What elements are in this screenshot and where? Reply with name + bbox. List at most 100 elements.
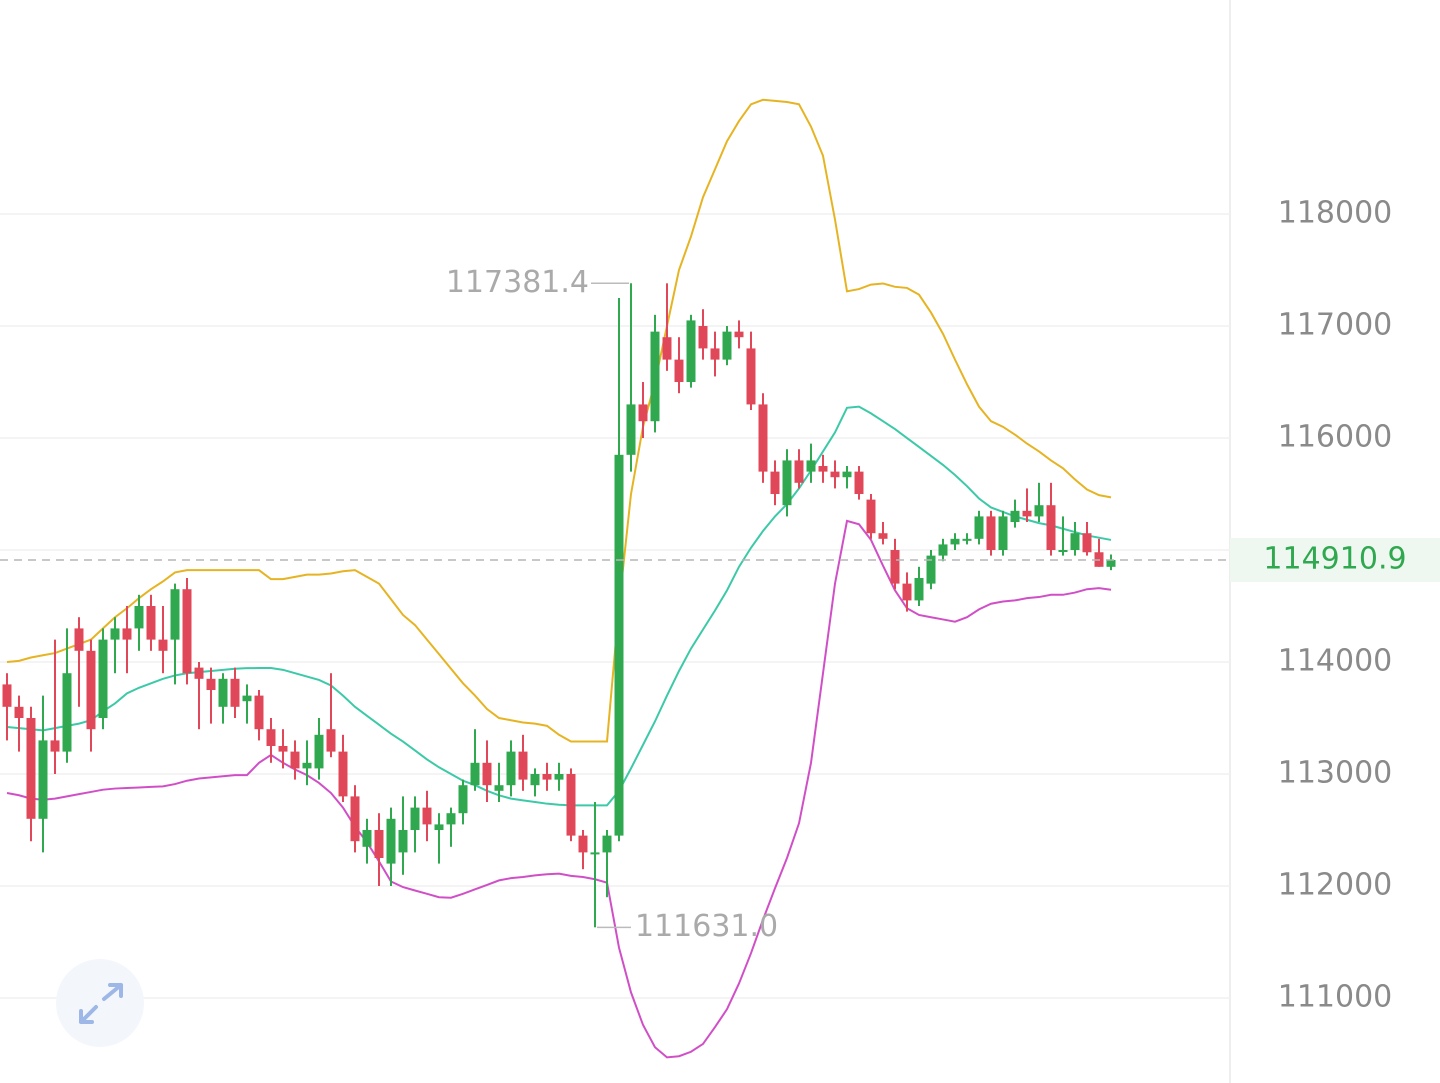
candle-body — [1022, 510, 1032, 517]
candle-body — [14, 706, 24, 719]
candle-body — [974, 516, 984, 539]
candle-body — [686, 320, 696, 383]
candle-body — [806, 460, 816, 472]
candle-body — [494, 785, 504, 791]
candle-body — [590, 852, 600, 855]
candle-body — [458, 785, 468, 814]
candle-body — [746, 348, 756, 405]
candle-body — [302, 762, 312, 769]
candle-body — [734, 331, 744, 338]
candle-body — [278, 746, 288, 752]
candle-body — [98, 639, 108, 719]
expand-icon[interactable] — [79, 983, 123, 1024]
candle-body — [254, 695, 264, 730]
candle-body — [158, 639, 168, 651]
candle-body — [374, 830, 384, 859]
candle-body — [722, 331, 732, 360]
candle-body — [206, 678, 216, 691]
candle-body — [434, 824, 444, 831]
candle-body — [914, 578, 924, 601]
y-tick-label: 112000 — [1278, 867, 1393, 902]
last-price-label: 114910.9 — [1263, 541, 1406, 576]
candle-body — [950, 538, 960, 545]
candle-body — [650, 331, 660, 422]
candle-body — [986, 516, 996, 551]
candle-body — [818, 466, 828, 472]
candle-body — [1010, 510, 1020, 523]
candle-body — [242, 695, 252, 702]
candle-body — [386, 818, 396, 864]
candle-body — [758, 404, 768, 472]
candle-body — [566, 774, 576, 836]
candle-body — [314, 734, 324, 769]
candle-body — [230, 678, 240, 707]
candle-body — [530, 774, 540, 786]
y-tick-label: 114000 — [1278, 644, 1393, 679]
candle-body — [1046, 505, 1056, 551]
candle-body — [542, 774, 552, 780]
candle-body — [770, 471, 780, 495]
candle-body — [866, 499, 876, 534]
candle-body — [290, 751, 300, 769]
candle-body — [1082, 533, 1092, 553]
candle-body — [794, 460, 804, 483]
candle-body — [86, 650, 96, 730]
candle-body — [50, 740, 60, 752]
overlay: 117381.4 111631.0 114910.9 — [0, 265, 1440, 944]
candle-body — [326, 729, 336, 752]
y-tick-label: 117000 — [1278, 308, 1393, 343]
candle-body — [194, 667, 204, 679]
candle-body — [614, 454, 624, 836]
candle-body — [362, 830, 372, 847]
candle-body — [674, 359, 684, 383]
candle-body — [902, 583, 912, 601]
candle-body — [482, 762, 492, 786]
expand-button[interactable] — [56, 959, 144, 1047]
candle-body — [1070, 533, 1080, 551]
candle-body — [698, 326, 708, 349]
candle-body — [1034, 505, 1044, 517]
candle-body — [218, 678, 228, 707]
candle-body — [266, 729, 276, 747]
candle-body — [38, 740, 48, 819]
y-tick-label: 113000 — [1278, 756, 1393, 791]
y-tick-label: 116000 — [1278, 420, 1393, 455]
candle-body — [134, 606, 144, 629]
candle-body — [518, 751, 528, 780]
candle-body — [74, 628, 84, 651]
candle-body — [938, 544, 948, 556]
y-tick-label: 111000 — [1278, 979, 1393, 1014]
candle-body — [626, 404, 636, 455]
candle-body — [506, 751, 516, 786]
candle-body — [1106, 559, 1116, 567]
candle-body — [998, 516, 1008, 551]
candle-body — [638, 404, 648, 422]
candle-body — [926, 555, 936, 584]
candle-body — [122, 628, 132, 640]
candle-body — [830, 471, 840, 478]
candle-body — [470, 762, 480, 786]
candle-body — [398, 830, 408, 853]
candle-body — [962, 538, 972, 541]
candle-body — [146, 606, 156, 640]
last-price-tag — [1230, 537, 1440, 582]
candles — [2, 283, 1116, 928]
band-line — [6, 98, 1112, 743]
expand-bg[interactable] — [56, 959, 144, 1047]
annotation-label: 111631.0 — [635, 909, 778, 944]
candle-body — [854, 471, 864, 495]
candle-body — [710, 348, 720, 360]
annotation-label: 117381.4 — [446, 265, 589, 300]
candle-body — [2, 684, 12, 707]
candle-body — [110, 628, 120, 640]
band-line — [6, 519, 1112, 1059]
candle-body — [26, 718, 36, 819]
candle-body — [1058, 550, 1068, 553]
candle-body — [410, 807, 420, 831]
candle-body — [602, 835, 612, 853]
candle-body — [62, 673, 72, 752]
candle-body — [578, 835, 588, 853]
